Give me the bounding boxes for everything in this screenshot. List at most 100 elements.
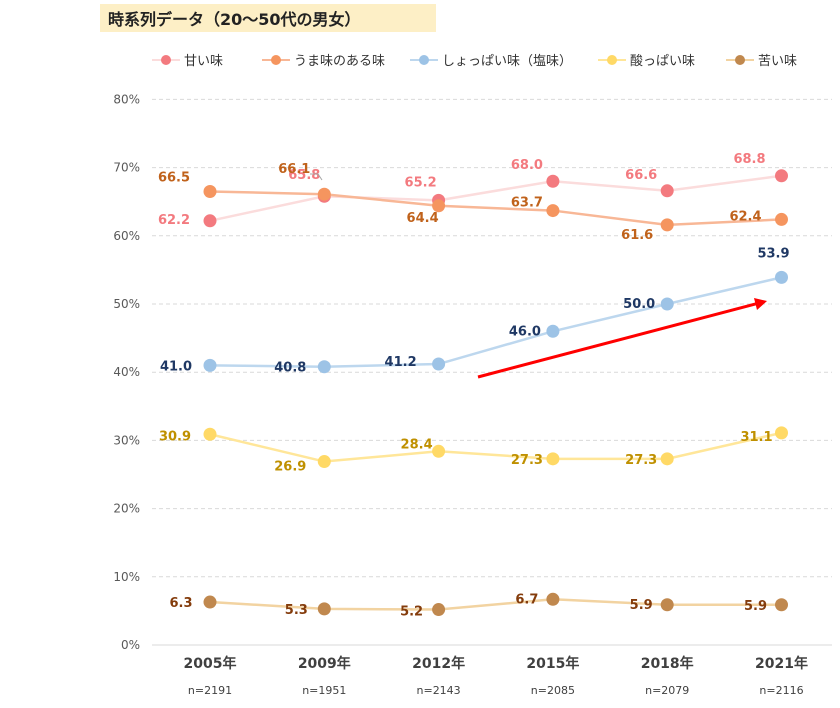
legend-label: うま味のある味 [294,54,386,69]
legend-label: しょっぱい味（塩味） [442,54,573,69]
data-label: 5.2 [400,605,423,620]
data-point [432,444,446,458]
y-tick-label: 30% [113,433,140,447]
data-label: 50.0 [623,297,655,312]
legend-marker-icon [735,54,745,65]
data-label: 63.7 [511,196,543,211]
chart-title: 時系列データ（20〜50代の男女） [108,10,361,29]
y-tick-label: 70% [113,161,140,175]
legend-item: 酸っぱい味 [598,50,695,69]
data-point [203,427,217,441]
x-tick-label: 2015年 [526,655,579,672]
data-point [775,270,788,284]
data-point [203,184,217,198]
sample-size-label: n=2191 [188,684,232,697]
leader-line [310,173,323,181]
legend-label: 酸っぱい味 [630,54,696,69]
data-label: 41.0 [160,359,192,374]
legend-label: 甘い味 [184,54,224,69]
x-tick-label: 2005年 [184,655,237,672]
chart-title-background [100,4,436,32]
data-point [660,184,674,198]
data-label: 6.7 [515,592,538,607]
series-line-0 [209,174,782,223]
data-label: 46.0 [509,324,541,339]
data-point [775,169,788,183]
y-tick-label: 10% [113,570,140,584]
data-label: 66.6 [625,168,657,183]
data-label: 31.1 [740,430,772,445]
legend-marker-icon [607,54,617,65]
legend-item: 苦い味 [726,50,797,69]
series-line-3 [209,431,782,463]
data-label: 65.8 [288,168,320,183]
data-point [432,603,446,617]
data-label: 68.0 [511,158,543,173]
data-label: 26.9 [274,460,306,475]
data-point [203,358,217,372]
x-tick-label: 2012年 [412,655,465,672]
data-point [546,592,560,606]
y-tick-label: 50% [113,297,140,311]
series-line-2 [209,276,782,368]
y-tick-label: 20% [113,502,140,516]
data-label: 64.4 [407,211,439,226]
data-label: 27.3 [625,453,657,468]
sample-size-label: n=2085 [531,684,575,697]
data-point [432,199,446,213]
legend-line-icon [262,54,290,65]
data-point [203,214,217,228]
y-tick-label: 60% [113,229,140,243]
data-label: 27.3 [511,453,543,468]
data-point [775,426,788,440]
legend-item: しょっぱい味（塩味） [410,50,572,69]
series-line-1 [209,190,782,227]
data-label: 68.8 [733,152,765,167]
data-point [546,324,560,338]
data-label: 62.2 [158,213,190,228]
data-point [660,452,674,466]
data-label: 40.8 [274,361,306,376]
data-label: 5.9 [744,599,767,614]
data-point [546,204,560,218]
sample-size-label: n=2079 [645,684,689,697]
legend-label: 苦い味 [758,54,798,69]
data-label: 61.6 [621,228,653,243]
data-point [317,187,331,201]
legend-marker-icon [161,54,171,65]
series-line-4 [209,598,782,611]
data-label: 6.3 [169,596,192,611]
data-point [660,297,674,311]
x-tick-label: 2018年 [641,655,694,672]
data-label: 28.4 [401,437,433,452]
trend-arrow-head [754,298,767,310]
data-point [317,455,331,469]
data-label: 66.5 [158,170,190,185]
legend-line-icon [598,54,626,65]
data-point [432,357,446,371]
legend-marker-icon [419,54,429,65]
legend-item: うま味のある味 [262,50,385,69]
x-tick-label: 2009年 [298,655,351,672]
trend-arrow-line [477,302,758,379]
data-point [317,360,331,374]
legend-marker-icon [271,54,281,65]
data-point [660,598,674,612]
data-point [546,174,560,188]
sample-size-label: n=1951 [302,684,346,697]
data-point [660,218,674,232]
y-tick-label: 40% [113,365,140,379]
y-tick-label: 80% [113,92,140,106]
x-tick-label: 2021年 [755,655,808,672]
sample-size-label: n=2143 [417,684,461,697]
data-label: 66.1 [278,162,310,177]
data-point [775,212,788,226]
data-label: 53.9 [757,246,789,261]
legend-item: 甘い味 [152,50,223,69]
data-label: 5.9 [630,598,653,613]
data-label: 5.3 [285,603,308,618]
legend-line-icon [410,54,438,65]
data-point [546,452,560,466]
data-point [317,602,331,616]
